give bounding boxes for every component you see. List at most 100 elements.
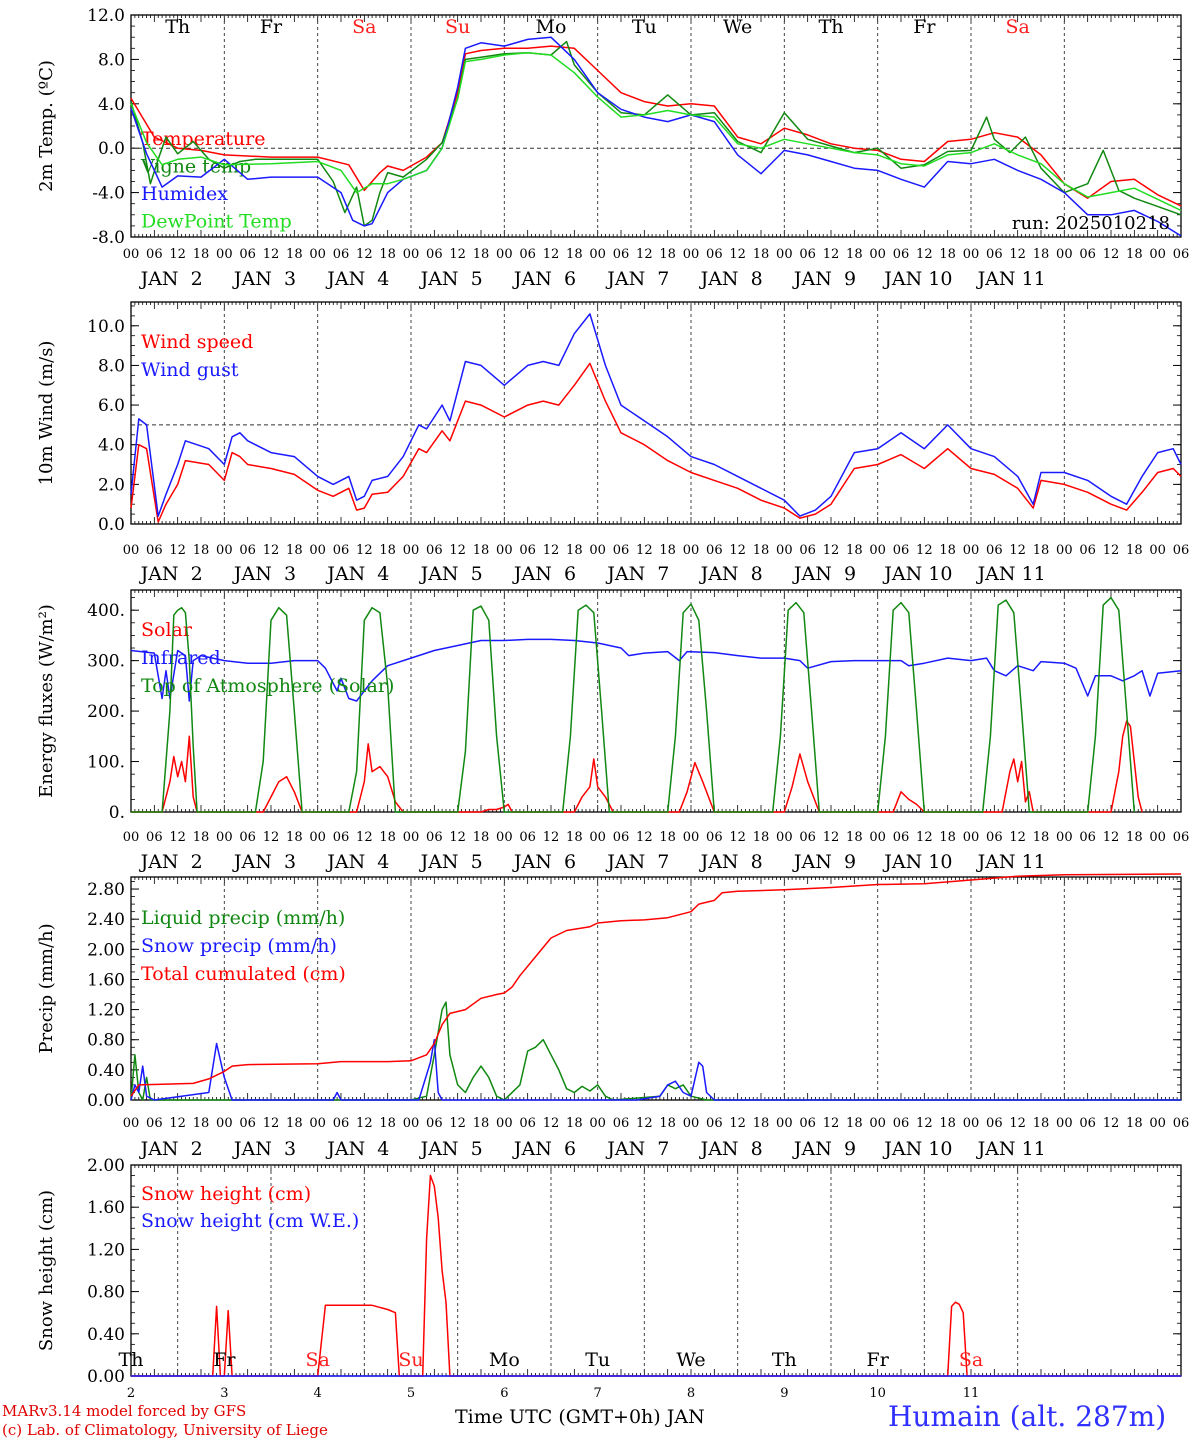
hour-tick-label: 06 xyxy=(986,543,1003,558)
y-tick-label: 2.80 xyxy=(87,880,125,900)
hour-tick-label: 18 xyxy=(286,247,303,262)
weekday-label: Sa xyxy=(352,16,376,38)
hour-tick-label: 12 xyxy=(636,247,653,262)
hour-tick-label: 12 xyxy=(1009,830,1026,845)
day-label: JAN 3 xyxy=(232,268,296,290)
weekday-label: Fr xyxy=(867,1349,890,1371)
hour-tick-label: 00 xyxy=(123,247,140,262)
day-label: JAN 9 xyxy=(792,268,856,290)
legend-entry: Liquid precip (mm/h) xyxy=(141,907,345,929)
hour-tick-label: 00 xyxy=(216,830,233,845)
hour-tick-label: 18 xyxy=(753,543,770,558)
y-tick-label: 0.00 xyxy=(87,1091,125,1111)
hour-tick-label: 00 xyxy=(683,830,700,845)
hour-tick-label: 12 xyxy=(729,247,746,262)
hour-tick-label: 06 xyxy=(1173,247,1190,262)
series-line-wind-gust xyxy=(130,313,1182,517)
weekday-label: Tu xyxy=(632,16,657,38)
day-number-label: 10 xyxy=(869,1386,886,1401)
hour-tick-label: 12 xyxy=(449,543,466,558)
day-number-label: 7 xyxy=(594,1386,602,1401)
y-tick-label: 8.0 xyxy=(98,356,125,376)
day-label: JAN 8 xyxy=(699,268,763,290)
hour-tick-label: 00 xyxy=(869,543,886,558)
day-number-label: 5 xyxy=(407,1386,415,1401)
hour-tick-label: 00 xyxy=(1056,830,1073,845)
hour-tick-label: 06 xyxy=(426,247,443,262)
hour-tick-label: 12 xyxy=(729,830,746,845)
hour-tick-label: 06 xyxy=(519,830,536,845)
y-tick-label: 100. xyxy=(87,753,125,773)
day-label: JAN 3 xyxy=(232,563,296,585)
hour-tick-label: 00 xyxy=(683,1116,700,1131)
hour-tick-label: 12 xyxy=(263,543,280,558)
hour-tick-label: 18 xyxy=(1126,830,1143,845)
time-axis-title: Time UTC (GMT+0h) JAN xyxy=(455,1406,705,1428)
weekday-label: Fr xyxy=(213,1349,236,1371)
day-number-label: 4 xyxy=(314,1386,322,1401)
hour-tick-label: 06 xyxy=(333,247,350,262)
lab-credit: (c) Lab. of Climatology, University of L… xyxy=(2,1421,328,1439)
hour-tick-label: 18 xyxy=(473,1116,490,1131)
hour-tick-label: 00 xyxy=(963,543,980,558)
day-label: JAN 4 xyxy=(325,1138,389,1160)
hour-tick-label: 06 xyxy=(799,543,816,558)
y-tick-label: -4.0 xyxy=(92,184,125,204)
hour-tick-label: 00 xyxy=(869,1116,886,1131)
hour-tick-label: 18 xyxy=(846,543,863,558)
hour-tick-label: 06 xyxy=(706,247,723,262)
y-tick-label: 0.80 xyxy=(87,1283,125,1303)
hour-tick-label: 12 xyxy=(356,543,373,558)
hour-tick-label: 12 xyxy=(543,1116,560,1131)
hour-tick-label: 12 xyxy=(1103,830,1120,845)
day-label: JAN 10 xyxy=(882,268,952,290)
hour-tick-label: 00 xyxy=(1149,543,1166,558)
hour-tick-label: 18 xyxy=(286,1116,303,1131)
legend-entry: Humidex xyxy=(141,183,228,205)
hour-tick-label: 18 xyxy=(659,247,676,262)
hour-tick-label: 06 xyxy=(893,830,910,845)
hour-tick-label: 18 xyxy=(1033,830,1050,845)
hour-tick-label: 00 xyxy=(123,1116,140,1131)
legend-entry: Total cumulated (cm) xyxy=(141,963,346,985)
hour-tick-label: 18 xyxy=(566,830,583,845)
day-number-label: 6 xyxy=(500,1386,508,1401)
hour-tick-label: 06 xyxy=(613,830,630,845)
hour-tick-label: 12 xyxy=(1103,543,1120,558)
hour-tick-label: 00 xyxy=(403,543,420,558)
hour-tick-label: 00 xyxy=(869,830,886,845)
hour-tick-label: 00 xyxy=(776,247,793,262)
hour-tick-label: 12 xyxy=(1009,247,1026,262)
series-line-humidex xyxy=(130,36,1182,237)
hour-tick-label: 06 xyxy=(1079,543,1096,558)
hour-tick-label: 18 xyxy=(379,247,396,262)
hour-tick-label: 06 xyxy=(519,1116,536,1131)
hour-tick-label: 12 xyxy=(916,830,933,845)
run-annotation: run: 2025010218 xyxy=(1012,213,1170,234)
y-tick-label: 4.0 xyxy=(98,436,125,456)
hour-tick-label: 18 xyxy=(1033,1116,1050,1131)
hour-tick-label: 00 xyxy=(963,247,980,262)
hour-tick-label: 06 xyxy=(239,543,256,558)
day-label: JAN 5 xyxy=(419,1138,483,1160)
hour-tick-label: 00 xyxy=(1149,830,1166,845)
hour-tick-label: 18 xyxy=(193,830,210,845)
hour-tick-label: 06 xyxy=(426,543,443,558)
day-label: JAN 9 xyxy=(792,563,856,585)
hour-tick-label: 06 xyxy=(333,543,350,558)
legend-entry: Solar xyxy=(141,619,193,641)
series-line-solar xyxy=(131,720,1143,813)
hour-tick-label: 18 xyxy=(753,830,770,845)
y-axis-label-temp: 2m Temp. (ºC) xyxy=(36,60,57,192)
hour-tick-label: 12 xyxy=(636,543,653,558)
y-tick-label: 400. xyxy=(87,601,125,621)
hour-tick-label: 18 xyxy=(939,247,956,262)
hour-tick-label: 00 xyxy=(776,1116,793,1131)
hour-tick-label: 00 xyxy=(403,830,420,845)
series-line-temperature xyxy=(130,45,1182,207)
hour-tick-label: 12 xyxy=(263,247,280,262)
series-line-snow-precip-mm-h- xyxy=(130,1038,1181,1101)
hour-tick-label: 06 xyxy=(613,1116,630,1131)
day-label: JAN 6 xyxy=(512,851,576,873)
hour-tick-label: 18 xyxy=(1126,543,1143,558)
